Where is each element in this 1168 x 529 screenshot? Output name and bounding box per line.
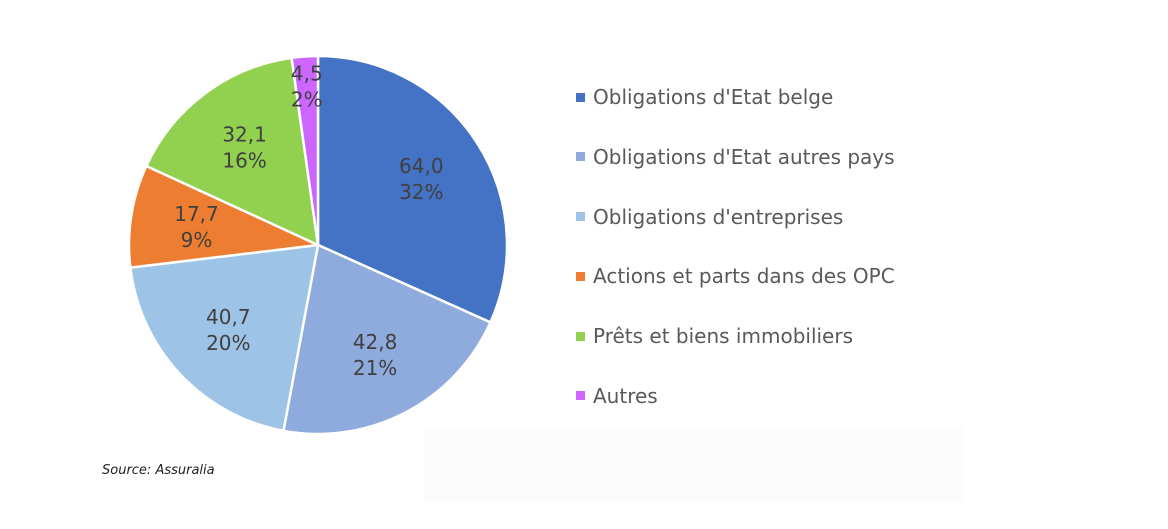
data-label-percent: 16%	[222, 148, 266, 172]
data-label-6: 4,5 2%	[291, 61, 323, 111]
legend-label: Autres	[593, 383, 658, 408]
data-label-percent: 2%	[291, 87, 323, 111]
data-label-percent: 32%	[399, 180, 443, 204]
pie-slice-1	[316, 54, 509, 324]
pie-slice-2	[282, 243, 492, 436]
legend-item-1: Obligations d'Etat belge	[576, 82, 895, 112]
pie-slice-6	[290, 54, 320, 247]
legend-item-4: Actions et parts dans des OPC	[576, 261, 895, 291]
data-label-2: 42,8 21%	[353, 330, 398, 380]
data-label-value: 40,7	[206, 305, 251, 329]
data-label-value: 4,5	[291, 61, 323, 85]
pie-slices	[127, 54, 509, 436]
data-label-value: 32,1	[222, 122, 267, 146]
legend-swatch	[576, 212, 585, 222]
pie-data-labels: 64,0 32%42,8 21%40,7 20%17,7 9%32,1 16%4,5 2%	[174, 61, 443, 380]
data-label-percent: 9%	[181, 228, 213, 252]
legend-label: Prêts et biens immobiliers	[593, 324, 853, 349]
legend-label: Obligations d'Etat belge	[593, 85, 834, 109]
legend-label: Obligations d'Etat autres pays	[593, 144, 895, 169]
legend-swatch	[576, 331, 585, 341]
legend-item-3: Obligations d'entreprises	[576, 202, 895, 232]
data-label-4: 17,7 9%	[174, 202, 219, 252]
pie-slice-5	[145, 56, 320, 247]
data-label-value: 64,0	[399, 154, 444, 178]
chart-legend: Obligations d'Etat belge Obligations d'Et…	[576, 82, 895, 441]
legend-swatch	[576, 391, 585, 401]
data-label-3: 40,7 20%	[206, 305, 251, 355]
background-panel	[424, 428, 964, 502]
data-label-value: 17,7	[174, 202, 219, 226]
data-label-value: 42,8	[353, 330, 398, 354]
legend-item-2: Obligations d'Etat autres pays	[576, 142, 895, 172]
pie-slice-3	[129, 243, 320, 433]
data-label-5: 32,1 16%	[222, 122, 267, 172]
legend-swatch	[576, 271, 585, 281]
legend-item-6: Autres	[576, 381, 895, 411]
legend-swatch	[576, 152, 585, 162]
legend-item-5: Prêts et biens immobiliers	[576, 321, 895, 351]
legend-label: Obligations d'entreprises	[593, 204, 844, 229]
legend-swatch	[576, 92, 585, 102]
source-note: Source: Assuralia	[102, 463, 215, 478]
data-label-percent: 21%	[353, 356, 397, 380]
pie-slice-4	[127, 164, 320, 269]
data-label-1: 64,0 32%	[399, 154, 444, 204]
data-label-percent: 20%	[206, 331, 250, 355]
legend-label: Actions et parts dans des OPC	[593, 264, 895, 289]
